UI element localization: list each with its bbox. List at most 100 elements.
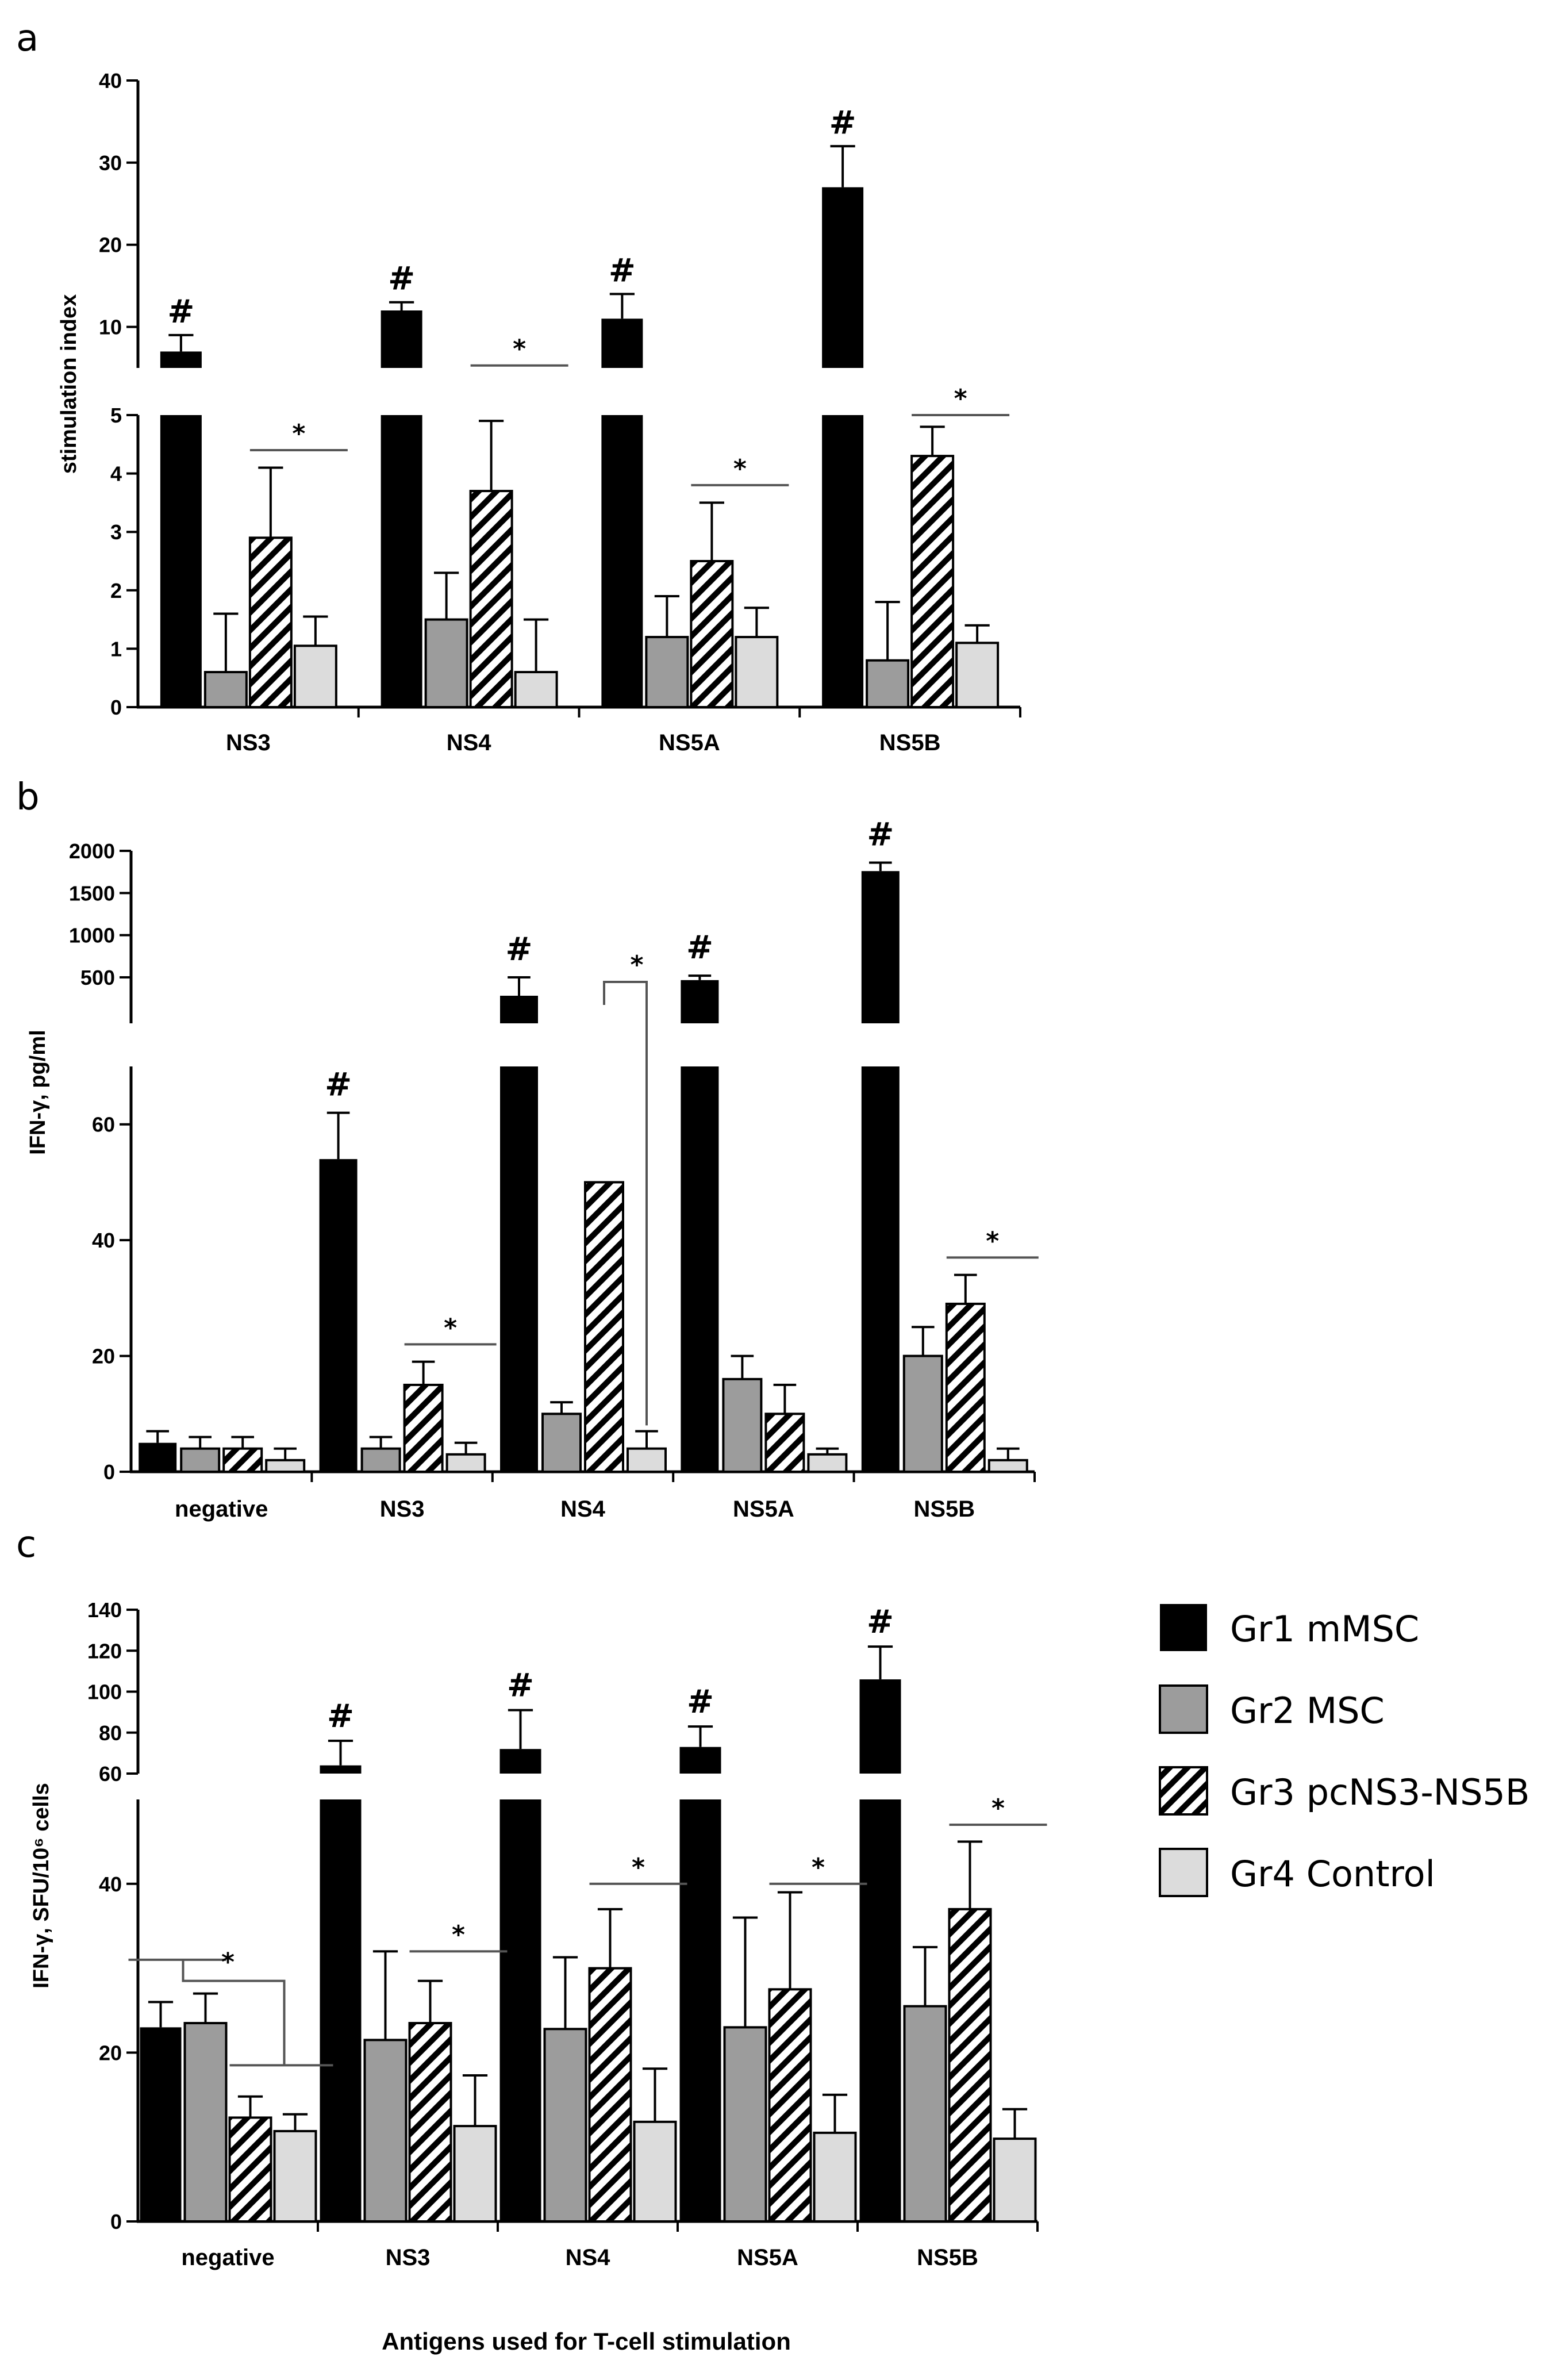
panel-a-significance-star: *	[733, 454, 747, 483]
panel-c-significance-star: *	[812, 1853, 825, 1882]
panel-b-category-label: NS3	[380, 1496, 425, 1522]
panel-b-bar	[807, 1453, 848, 1473]
panel-a-bar	[514, 671, 558, 709]
panel-c-ytick-label: 80	[99, 1721, 122, 1745]
panel-b-bar	[360, 1447, 401, 1473]
panel-a-bar	[822, 415, 864, 707]
panel-a-significance-star: *	[292, 419, 305, 448]
panel-c-bar	[588, 1967, 632, 2223]
panel-c-bar-upper	[859, 1679, 901, 1774]
chart-panel-a: 0 1 2 3 4 5 10 20 30 40 NS3 NS4 NS5A NS5B # # # # * * * *	[99, 69, 1021, 755]
panel-c-significance-star: *	[632, 1853, 645, 1882]
panel-c-bar	[633, 2120, 677, 2223]
panel-c-hash-mark: #	[327, 1698, 354, 1735]
chart-panel-b: 0 20 40 60 500 1000 1500 2000 negative NS3 NS4 NS5A…	[69, 816, 1039, 1522]
panel-a-category-label: NS3	[226, 730, 271, 755]
panel-c-hash-mark: #	[507, 1667, 534, 1705]
panel-b-bar	[180, 1447, 221, 1473]
panel-b-bar	[902, 1354, 943, 1473]
panel-a-significance-star: *	[513, 335, 526, 364]
panel-b-bar	[627, 1447, 667, 1473]
panel-b-significance-star: *	[444, 1313, 457, 1342]
panel-b-ytick-label: 1000	[69, 924, 115, 947]
panel-c-category-label: negative	[181, 2245, 274, 2270]
panel-c-significance-star: *	[452, 1920, 465, 1949]
panel-b-bar-upper	[500, 996, 538, 1023]
panel-b-hash-mark: #	[325, 1066, 352, 1104]
panel-a-bar	[248, 536, 293, 708]
legend: Gr1 mMSC Gr2 MSC Gr3 pcNS3-NS5B Gr4 Cont…	[1159, 1604, 1529, 1897]
panel-a-bar	[690, 560, 734, 708]
panel-c-category-label: NS3	[386, 2245, 431, 2270]
panel-a-bar	[160, 415, 202, 707]
panel-a-significance-star: *	[954, 384, 967, 413]
panel-a-bar	[866, 659, 910, 708]
panel-c-bar	[859, 1799, 901, 2221]
panel-c-bar	[183, 2022, 228, 2223]
panel-b-bar	[445, 1453, 486, 1473]
panel-c-ytick-label: 140	[87, 1598, 122, 1622]
panel-a-ytick-label: 4	[110, 462, 122, 486]
legend-label-gr2: Gr2 MSC	[1230, 1690, 1385, 1732]
panel-c-bar	[948, 1908, 992, 2223]
panel-letter-a: a	[16, 17, 39, 60]
panel-b-bar	[265, 1459, 306, 1473]
panel-a-bar	[203, 671, 248, 709]
panel-b-ytick-label: 20	[92, 1345, 115, 1368]
panel-a-bar	[601, 415, 643, 707]
panel-a-ytick-label: 20	[99, 233, 122, 257]
panel-b-bar-upper	[861, 871, 900, 1023]
panel-b-bar	[222, 1447, 263, 1473]
panel-c-hash-mark: #	[867, 1603, 894, 1641]
panel-a-hash-mark: #	[388, 260, 415, 298]
panel-c-ylabel: IFN-γ, SFU/10⁶ cells	[29, 1783, 53, 1989]
panel-c-bar	[543, 2028, 587, 2223]
panel-b-bar-upper	[681, 980, 719, 1023]
legend-swatch-gr2	[1159, 1684, 1208, 1734]
panel-c-bar-upper	[499, 1749, 541, 1774]
panel-b-ytick-label: 2000	[69, 839, 115, 863]
panel-b-category-label: NS5B	[913, 1496, 975, 1522]
chart-panel-c: 0 20 40 60 80 100 120 140 negative NS3 NS4 NS5A NS5B…	[87, 1598, 1047, 2270]
panel-c-significance-bracket	[182, 1959, 286, 2066]
panel-b-category-label: NS5A	[733, 1496, 794, 1522]
panel-c-bar	[408, 2022, 452, 2223]
legend-swatch-gr3	[1159, 1766, 1208, 1816]
legend-swatch-gr1	[1160, 1604, 1207, 1651]
panel-c-bar	[320, 1799, 362, 2221]
panel-c-significance-star: *	[991, 1794, 1005, 1823]
panel-b-bar	[945, 1302, 986, 1473]
panel-a-ytick-label: 1	[110, 637, 122, 661]
panel-b-category-label: NS4	[560, 1496, 606, 1522]
panel-a-category-label: NS4	[447, 730, 492, 755]
panel-b-bar	[861, 1066, 900, 1472]
panel-c-bar	[993, 2137, 1037, 2223]
panel-a-bar	[645, 636, 689, 708]
panel-c-category-label: NS4	[566, 2245, 611, 2270]
panel-b-bar	[764, 1413, 805, 1473]
panel-c-ytick-label: 60	[99, 1762, 122, 1786]
panel-b-ytick-label: 500	[80, 966, 115, 989]
panel-a-bar	[469, 490, 513, 709]
panel-a-ytick-label: 5	[110, 404, 122, 427]
panel-c-bar	[273, 2129, 317, 2223]
panel-b-hash-mark: #	[506, 931, 533, 968]
panel-a-ylabel: stimulation index	[57, 294, 81, 474]
panel-c-ytick-label: 120	[87, 1639, 122, 1663]
panel-a-hash-mark: #	[167, 293, 194, 331]
panel-b-ytick-label: 0	[103, 1460, 115, 1484]
panel-b-bar	[139, 1442, 177, 1472]
legend-label-gr3: Gr3 pcNS3-NS5B	[1230, 1771, 1529, 1813]
panel-letter-b: b	[16, 776, 40, 819]
panel-a-bar-upper	[601, 318, 643, 368]
panel-b-category-label: negative	[175, 1496, 268, 1522]
legend-swatch-gr4	[1159, 1848, 1208, 1897]
x-axis-title: Antigens used for T-cell stimulation	[382, 2328, 791, 2355]
panel-b-ytick-label: 1500	[69, 881, 115, 905]
panel-c-ytick-label: 40	[99, 1872, 122, 1896]
panel-b-bar	[541, 1413, 582, 1473]
panel-c-hash-mark: #	[687, 1683, 714, 1721]
panel-b-bar	[681, 1066, 719, 1472]
panel-b-ytick-label: 60	[92, 1113, 115, 1137]
